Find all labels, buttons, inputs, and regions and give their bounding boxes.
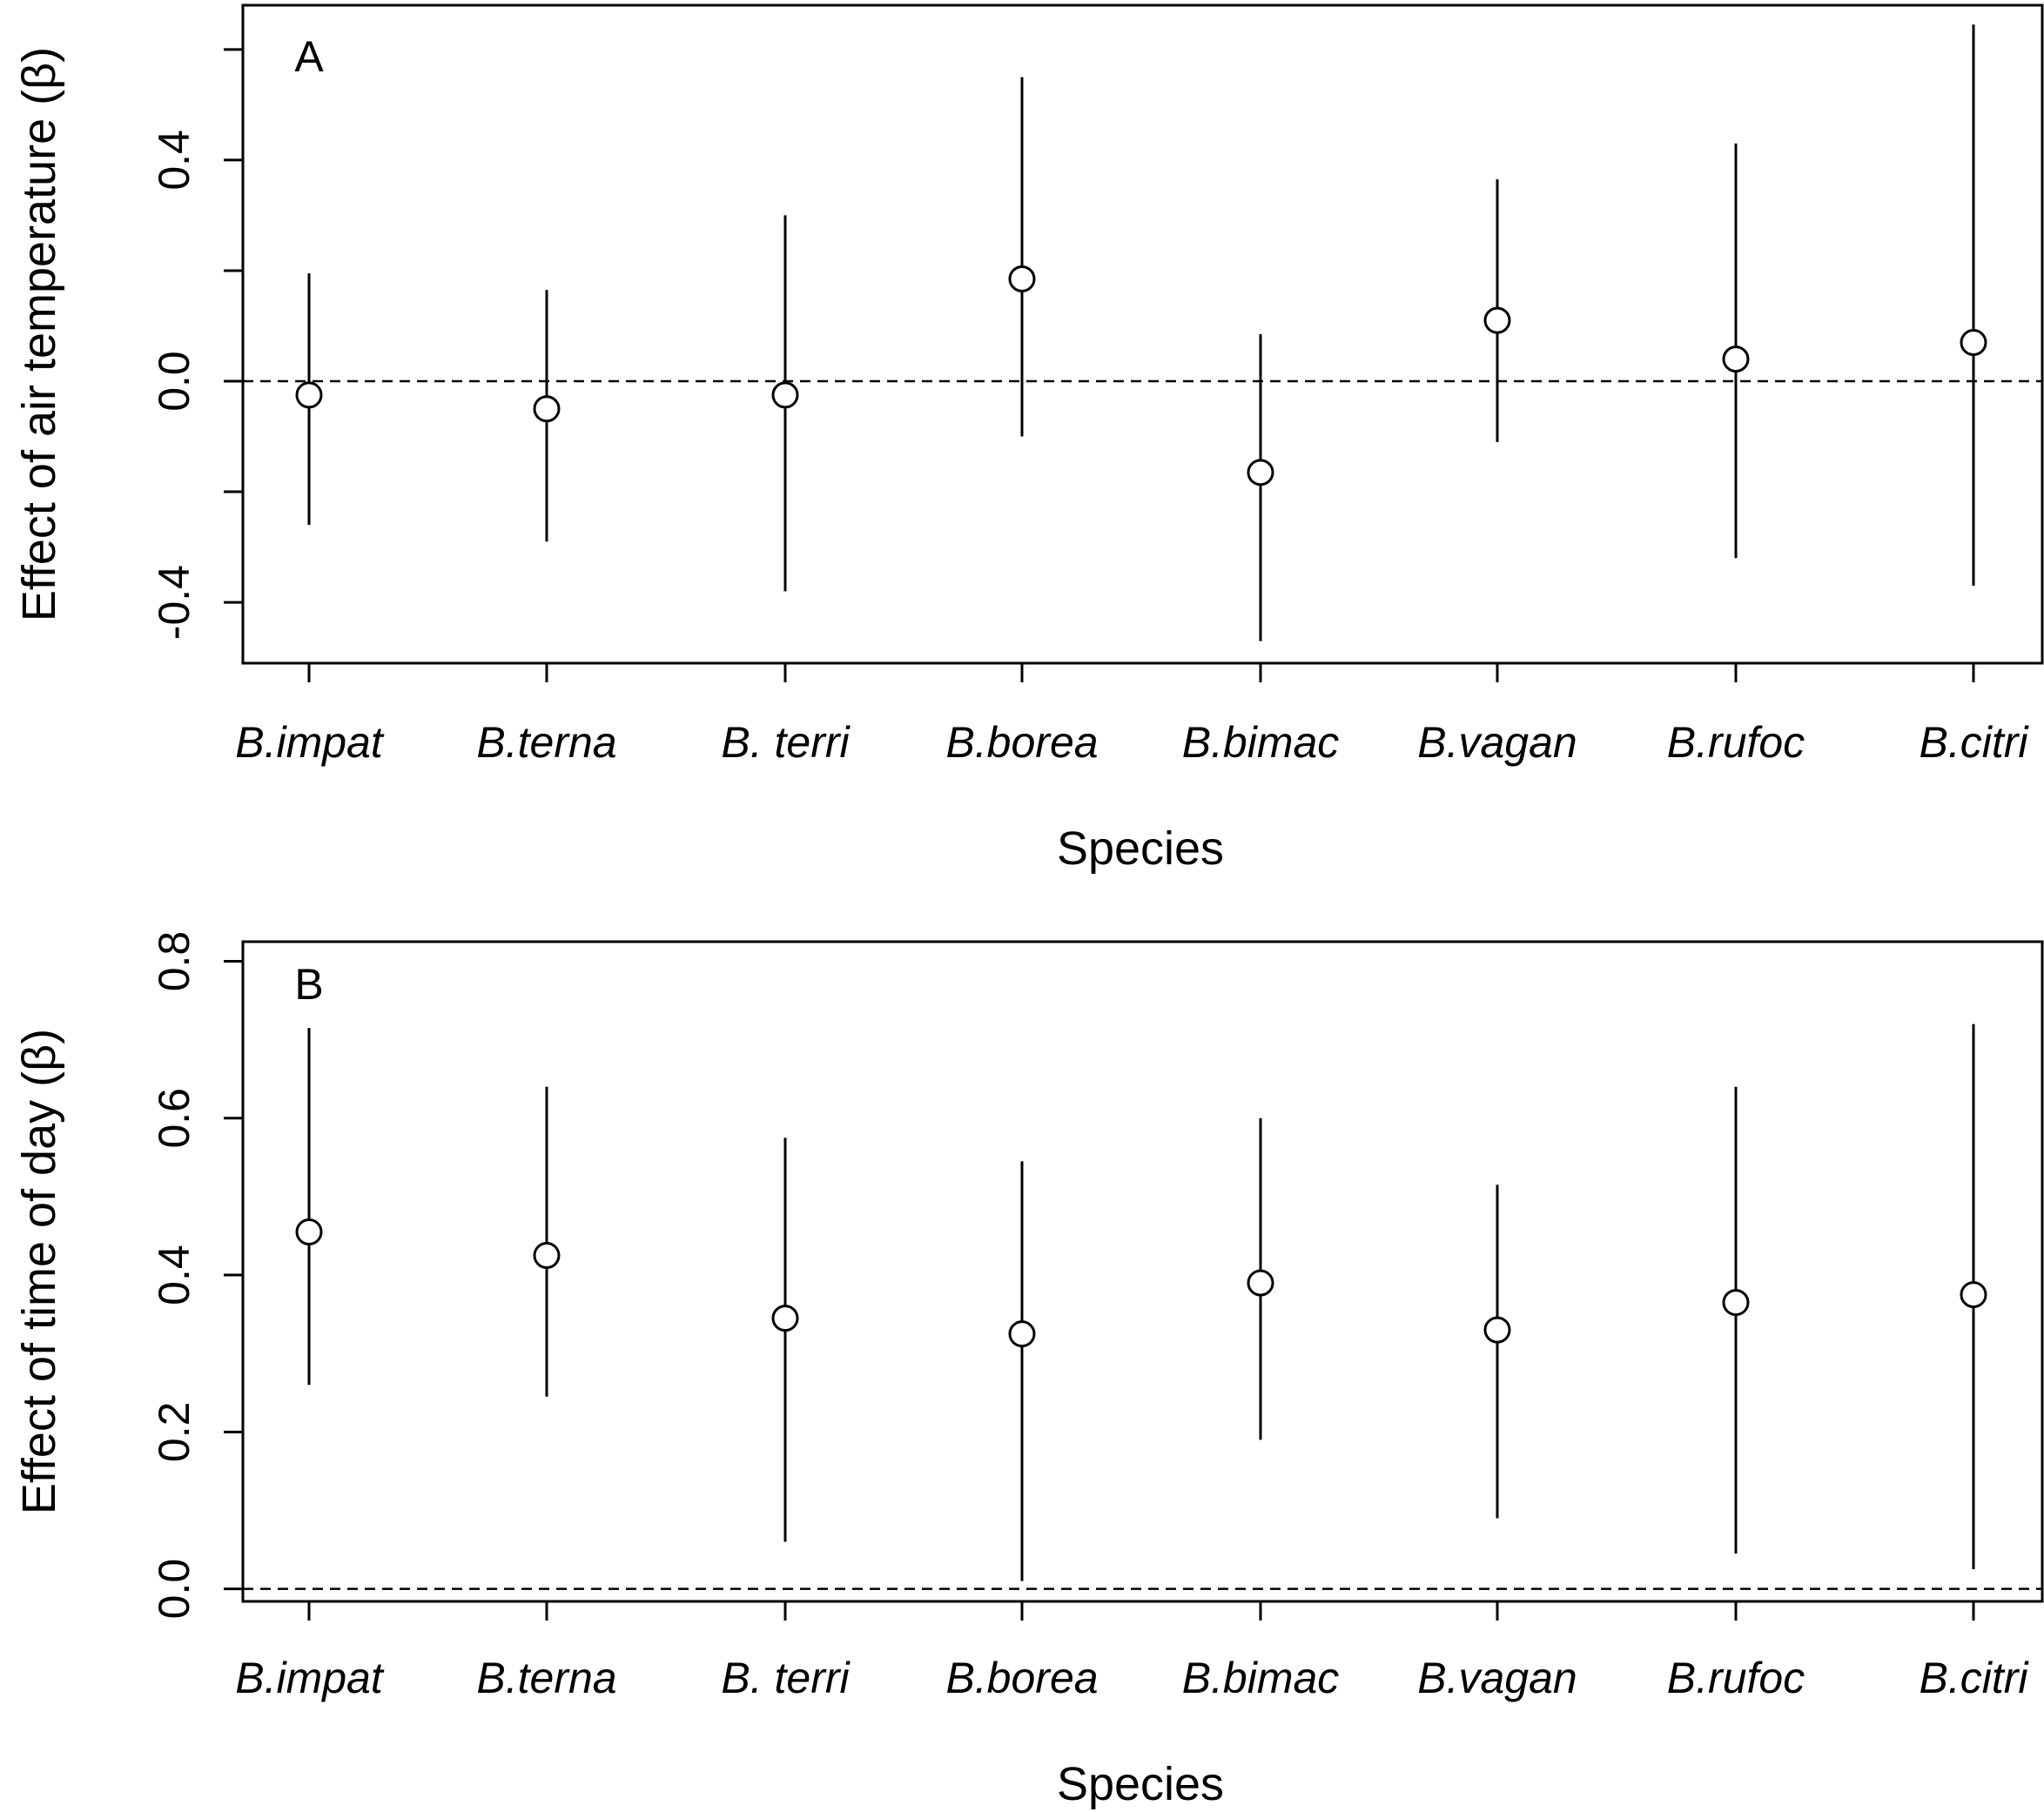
- estimate-point: [1722, 346, 1750, 373]
- estimate-point: [1008, 265, 1036, 292]
- x-tick-label: B.borea: [945, 1654, 1098, 1702]
- estimate-point: [1008, 1320, 1036, 1348]
- panel-label: B: [294, 960, 323, 1009]
- y-tick-label: 0.8: [150, 931, 198, 992]
- y-axis-title: Effect of air temperature (β): [13, 47, 65, 621]
- y-tick-label: 0.0: [150, 351, 198, 412]
- x-tick-label: B.terna: [476, 1654, 616, 1702]
- x-tick-label: B. terri: [721, 1654, 851, 1702]
- estimate-point: [1483, 1316, 1511, 1344]
- x-tick-label: B.impat: [235, 1654, 385, 1702]
- x-tick-label: B.vagan: [1417, 718, 1577, 767]
- y-tick-label: -0.4: [150, 565, 198, 640]
- estimate-point: [771, 1305, 799, 1332]
- x-tick-label: B.impat: [235, 718, 385, 767]
- x-tick-label: B.bimac: [1182, 1654, 1340, 1702]
- x-tick-label: B.rufoc: [1667, 718, 1805, 767]
- x-tick-label: B.borea: [945, 718, 1098, 767]
- estimate-point: [771, 381, 799, 409]
- x-tick-label: B.rufoc: [1667, 1654, 1805, 1702]
- estimate-point: [295, 381, 323, 409]
- estimate-point: [1960, 1281, 1987, 1309]
- estimate-point: [295, 1218, 323, 1245]
- y-tick-label: 0.0: [150, 1559, 198, 1620]
- plot-frame: [241, 940, 2044, 1603]
- panel-b: 0.0 0.2 0.4 0.6 0.8 B.impat B.terna B. terri B.b…: [13, 931, 2044, 1810]
- x-axis-title: Species: [1057, 1758, 1224, 1810]
- estimate-point: [1483, 306, 1511, 334]
- x-tick-label: B.bimac: [1182, 718, 1340, 767]
- estimate-point: [1247, 1269, 1274, 1297]
- estimate-point: [533, 1242, 561, 1270]
- y-axis-title: Effect of time of day (β): [13, 1029, 65, 1514]
- x-tick-label: B.vagan: [1417, 1654, 1577, 1702]
- x-tick-label: B.terna: [476, 718, 616, 767]
- estimate-point: [533, 395, 561, 423]
- y-tick-label: 0.4: [150, 1245, 198, 1305]
- x-axis-title: Species: [1057, 822, 1224, 875]
- y-tick-label: 0.4: [150, 130, 198, 191]
- panel-a: -0.4 0.0 0.4 B.impat B.terna B. terri B.borea B…: [13, 3, 2044, 875]
- estimate-point: [1247, 459, 1274, 487]
- y-tick-label: 0.6: [150, 1088, 198, 1149]
- x-tick-label: B.citri: [1920, 1654, 2030, 1702]
- y-tick-label: 0.2: [150, 1402, 198, 1463]
- plot-frame: [241, 3, 2044, 665]
- estimate-point: [1960, 329, 1987, 357]
- panel-label: A: [294, 32, 324, 81]
- estimate-point: [1722, 1289, 1750, 1317]
- x-tick-label: B.citri: [1920, 718, 2030, 767]
- x-tick-label: B. terri: [721, 718, 851, 767]
